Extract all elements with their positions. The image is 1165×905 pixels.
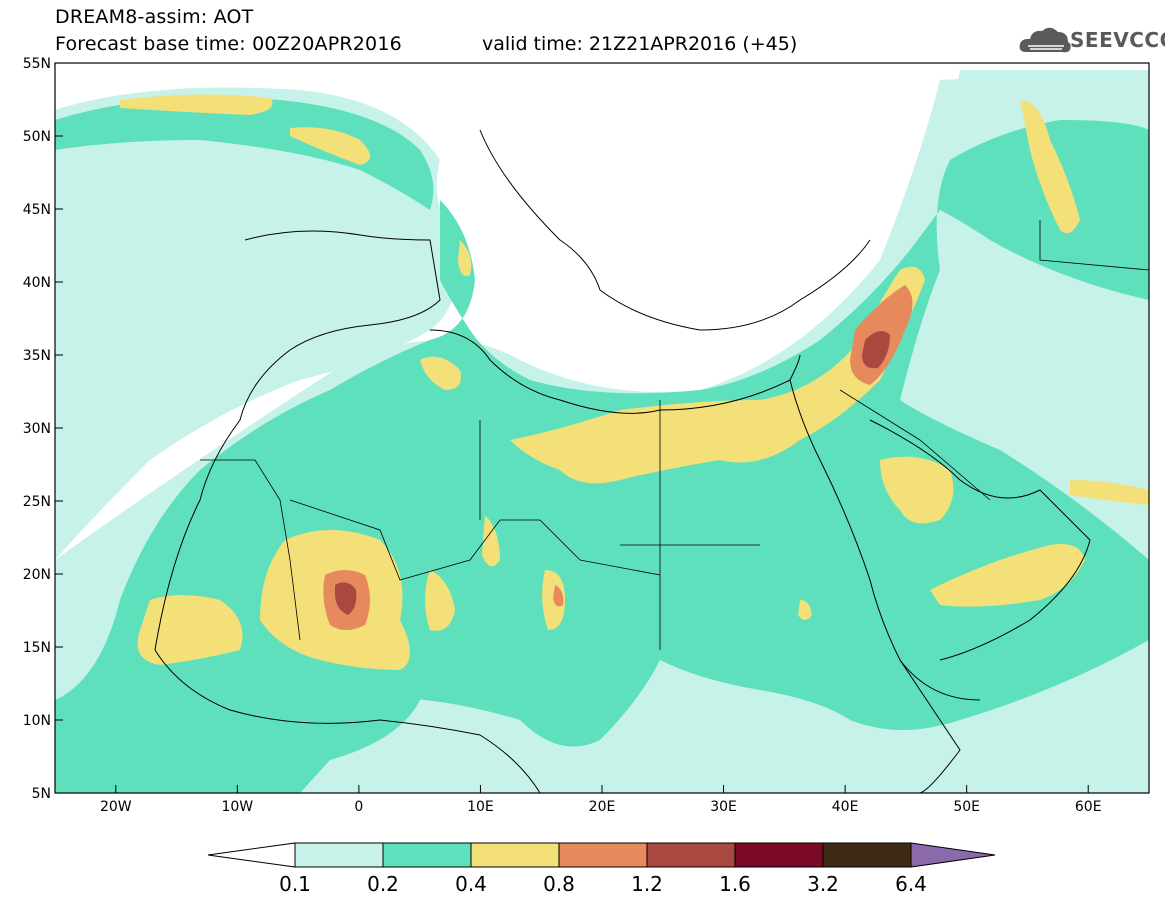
lat-tick-label: 5N xyxy=(32,786,51,802)
colorbar-label: 1.2 xyxy=(631,872,663,896)
lat-tick-label: 10N xyxy=(23,713,51,729)
lat-tick-label: 20N xyxy=(23,567,51,583)
lat-tick-label: 50N xyxy=(23,129,51,145)
lon-tick-label: 10W xyxy=(221,799,253,815)
latitude-labels: 55N 50N 45N 40N 35N 30N 25N 20N 15N 10N 5N xyxy=(23,56,63,802)
lon-tick-label: 20W xyxy=(100,799,132,815)
colorbar-over-arrow xyxy=(910,842,996,868)
aot-field-extreme xyxy=(335,331,890,615)
logo-text: SEEVCCC xyxy=(1070,28,1165,52)
colorbar-label: 6.4 xyxy=(895,872,927,896)
colorbar-under-arrow xyxy=(207,842,296,868)
colorbar-segment xyxy=(734,842,824,868)
colorbar-segment xyxy=(382,842,472,868)
colorbar-label: 1.6 xyxy=(719,872,751,896)
colorbar-segment xyxy=(558,842,648,868)
lat-tick-label: 55N xyxy=(23,56,51,72)
colorbar-label: 0.8 xyxy=(543,872,575,896)
longitude-labels: 20W 10W 0 10E 20E 30E 40E 50E 60E xyxy=(100,785,1102,815)
lon-tick-label: 20E xyxy=(589,799,616,815)
cloud-logo-icon xyxy=(1019,27,1071,53)
colorbar-label: 3.2 xyxy=(807,872,839,896)
colorbar-segment xyxy=(646,842,736,868)
valid-time: valid time: 21Z21APR2016 (+45) xyxy=(482,33,798,55)
lat-tick-label: 30N xyxy=(23,421,51,437)
colorbar-label: 0.1 xyxy=(279,872,311,896)
lon-tick-label: 30E xyxy=(710,799,737,815)
colorbar-segment xyxy=(822,842,912,868)
country-borders xyxy=(200,220,1149,650)
colorbar-segment xyxy=(294,842,384,868)
lon-tick-label: 40E xyxy=(832,799,859,815)
lon-tick-label: 60E xyxy=(1075,799,1102,815)
coastlines xyxy=(154,129,1091,793)
lon-tick-label: 50E xyxy=(953,799,980,815)
lat-tick-label: 15N xyxy=(23,640,51,656)
colorbar-segment xyxy=(470,842,560,868)
lat-tick-label: 25N xyxy=(23,494,51,510)
colorbar-label: 0.4 xyxy=(455,872,487,896)
lat-tick-label: 35N xyxy=(23,348,51,364)
map-title: DREAM8-assim: AOT xyxy=(55,6,254,28)
lon-tick-label: 0 xyxy=(354,799,363,815)
forecast-base-time: Forecast base time: 00Z20APR2016 xyxy=(55,33,402,55)
lat-tick-label: 45N xyxy=(23,202,51,218)
colorbar-label: 0.2 xyxy=(367,872,399,896)
lon-tick-label: 10E xyxy=(467,799,494,815)
lat-tick-label: 40N xyxy=(23,275,51,291)
